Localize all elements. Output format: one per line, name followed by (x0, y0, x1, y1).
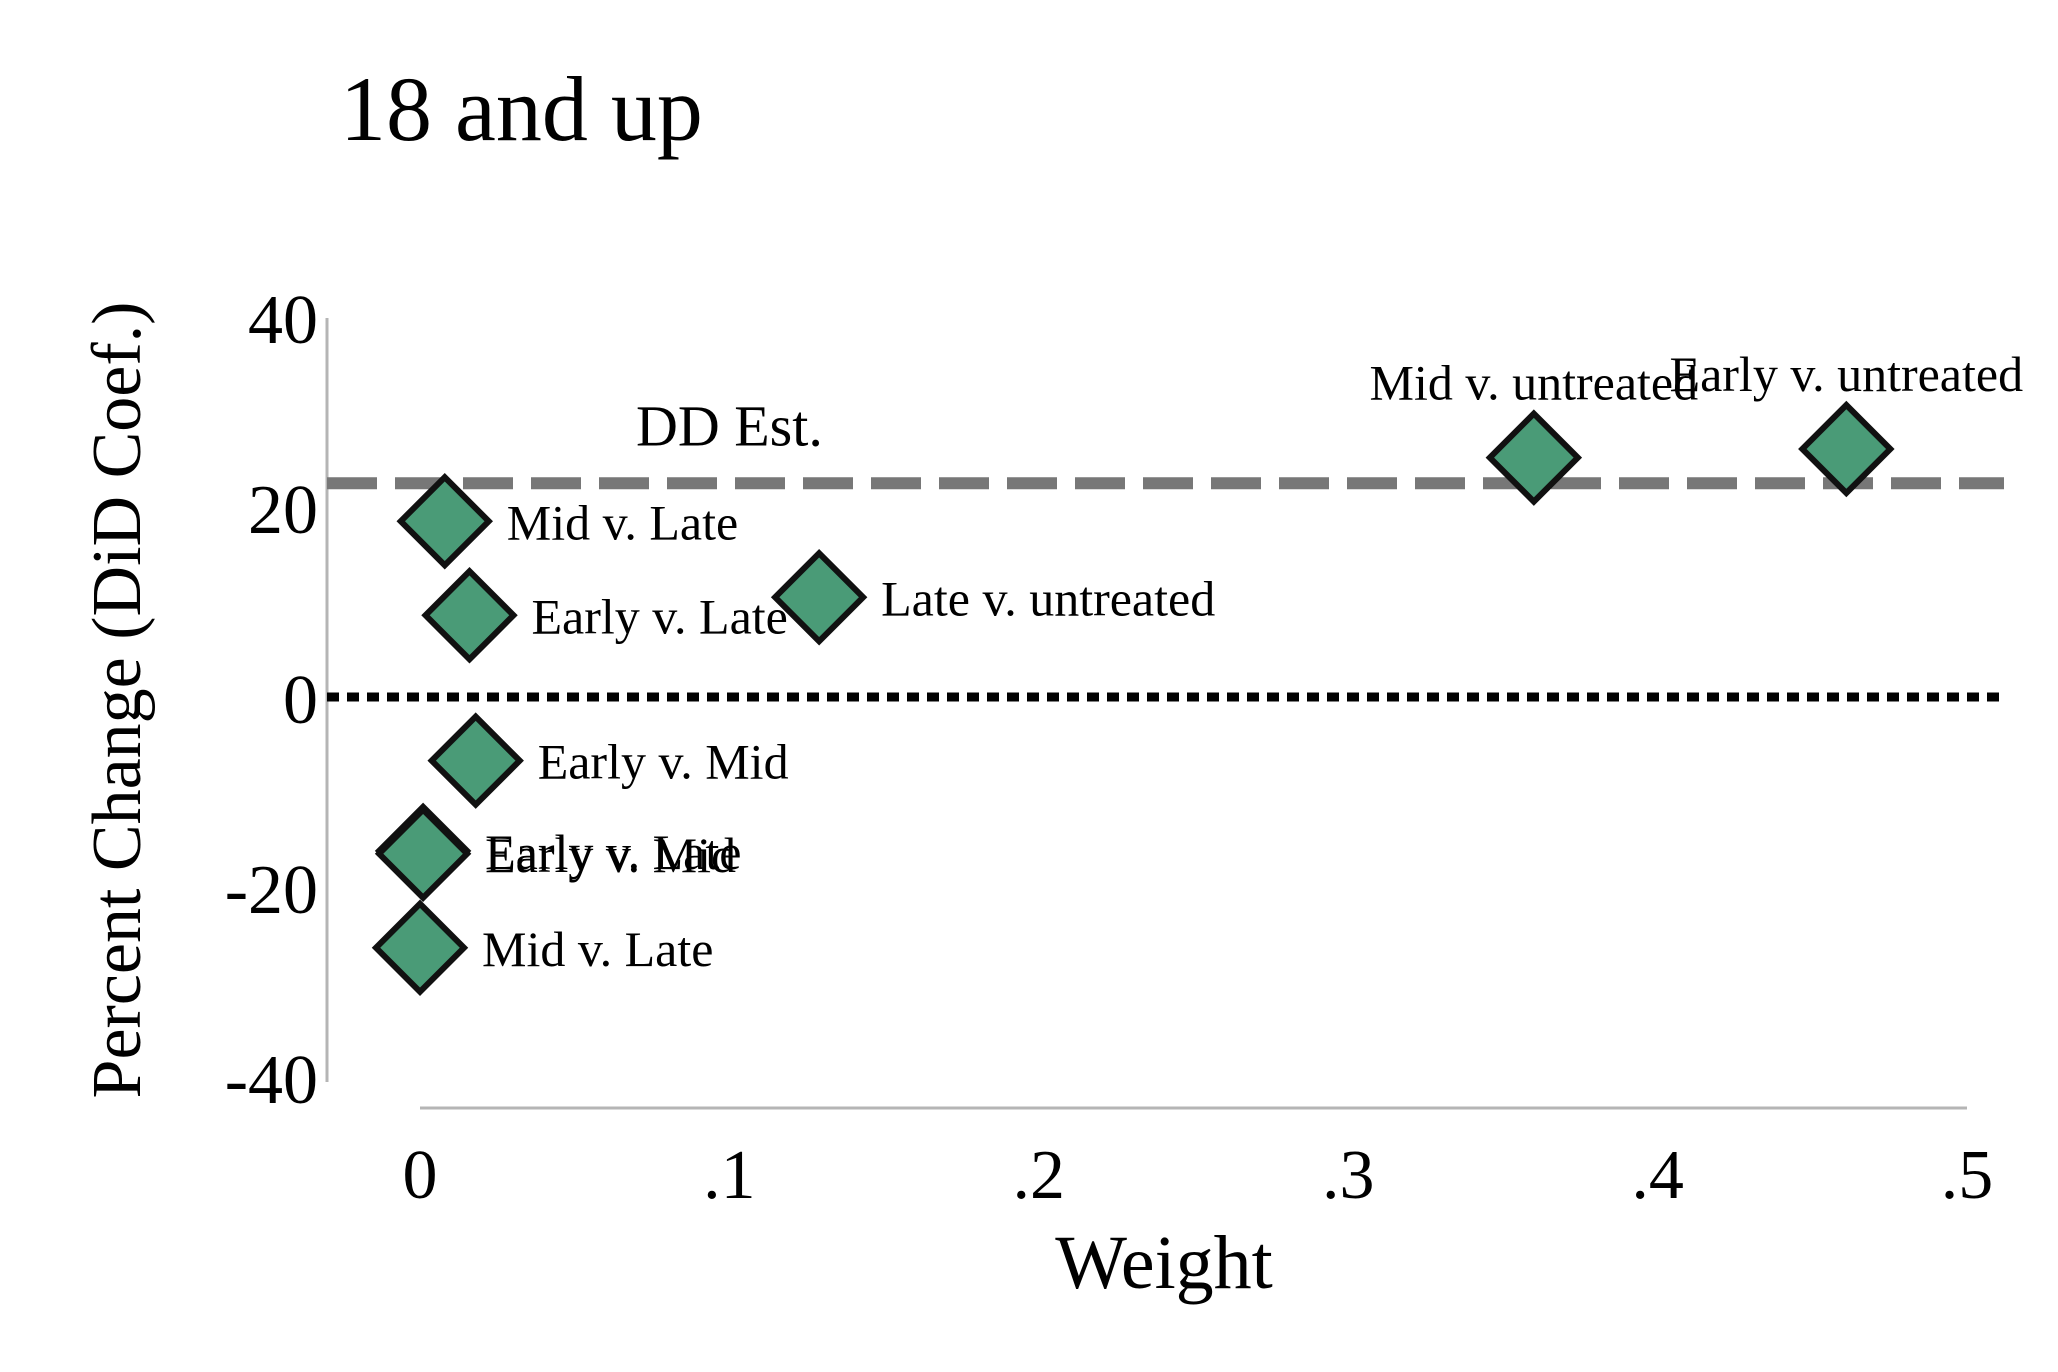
x-tick-label: .2 (1013, 1137, 1066, 1214)
y-tick-label: -20 (225, 852, 318, 929)
reference-lines: DD Est. (327, 393, 2004, 702)
x-tick-label: .4 (1631, 1137, 1684, 1214)
data-points: Mid v. Late Early v. Late Late v. untreate… (371, 346, 2024, 997)
dd-estimate-label: DD Est. (636, 393, 823, 458)
data-point-label: Early v. Mid (485, 827, 736, 883)
x-tick-label: .5 (1941, 1137, 1994, 1214)
x-axis-label: Weight (1055, 1221, 1273, 1305)
y-axis: 40 20 0 -20 -40 Percent Change (DiD Coef.) (79, 282, 329, 1119)
data-point-label: Early v. Late (485, 824, 741, 880)
data-point-label: Mid v. Late (482, 921, 713, 977)
data-point-label: Early v. untreated (1670, 346, 2024, 402)
x-tick-label: .3 (1322, 1137, 1375, 1214)
chart-title: 18 and up (340, 58, 703, 160)
data-point-marker (770, 549, 868, 646)
data-point-label: Mid v. untreated (1370, 355, 1699, 411)
data-point-marker (427, 712, 524, 809)
data-point-label: Early v. Late (532, 588, 788, 644)
x-tick-label: 0 (403, 1137, 438, 1214)
data-point-marker (396, 473, 493, 570)
x-tick-label: .1 (703, 1137, 756, 1214)
data-point-marker (1798, 400, 1895, 498)
data-point-marker (1485, 409, 1583, 506)
data-point-label: Late v. untreated (881, 570, 1215, 626)
data-point-marker (421, 567, 518, 664)
y-tick-labels: 40 20 0 -20 -40 (225, 282, 318, 1119)
x-axis: 0 .1 .2 .3 .4 .5 Weight (403, 1106, 1994, 1305)
y-tick-label: 20 (248, 472, 318, 549)
data-point-label: Mid v. Late (507, 494, 738, 550)
y-tick-label: 40 (248, 282, 318, 359)
y-axis-label: Percent Change (DiD Coef.) (79, 302, 156, 1099)
data-point-label: Early v. Mid (538, 734, 789, 790)
data-point-marker (371, 899, 469, 997)
data-point-marker (374, 805, 472, 902)
y-tick-label: -40 (225, 1042, 318, 1119)
y-tick-label: 0 (283, 662, 318, 739)
x-tick-labels: 0 .1 .2 .3 .4 .5 (403, 1137, 1994, 1214)
